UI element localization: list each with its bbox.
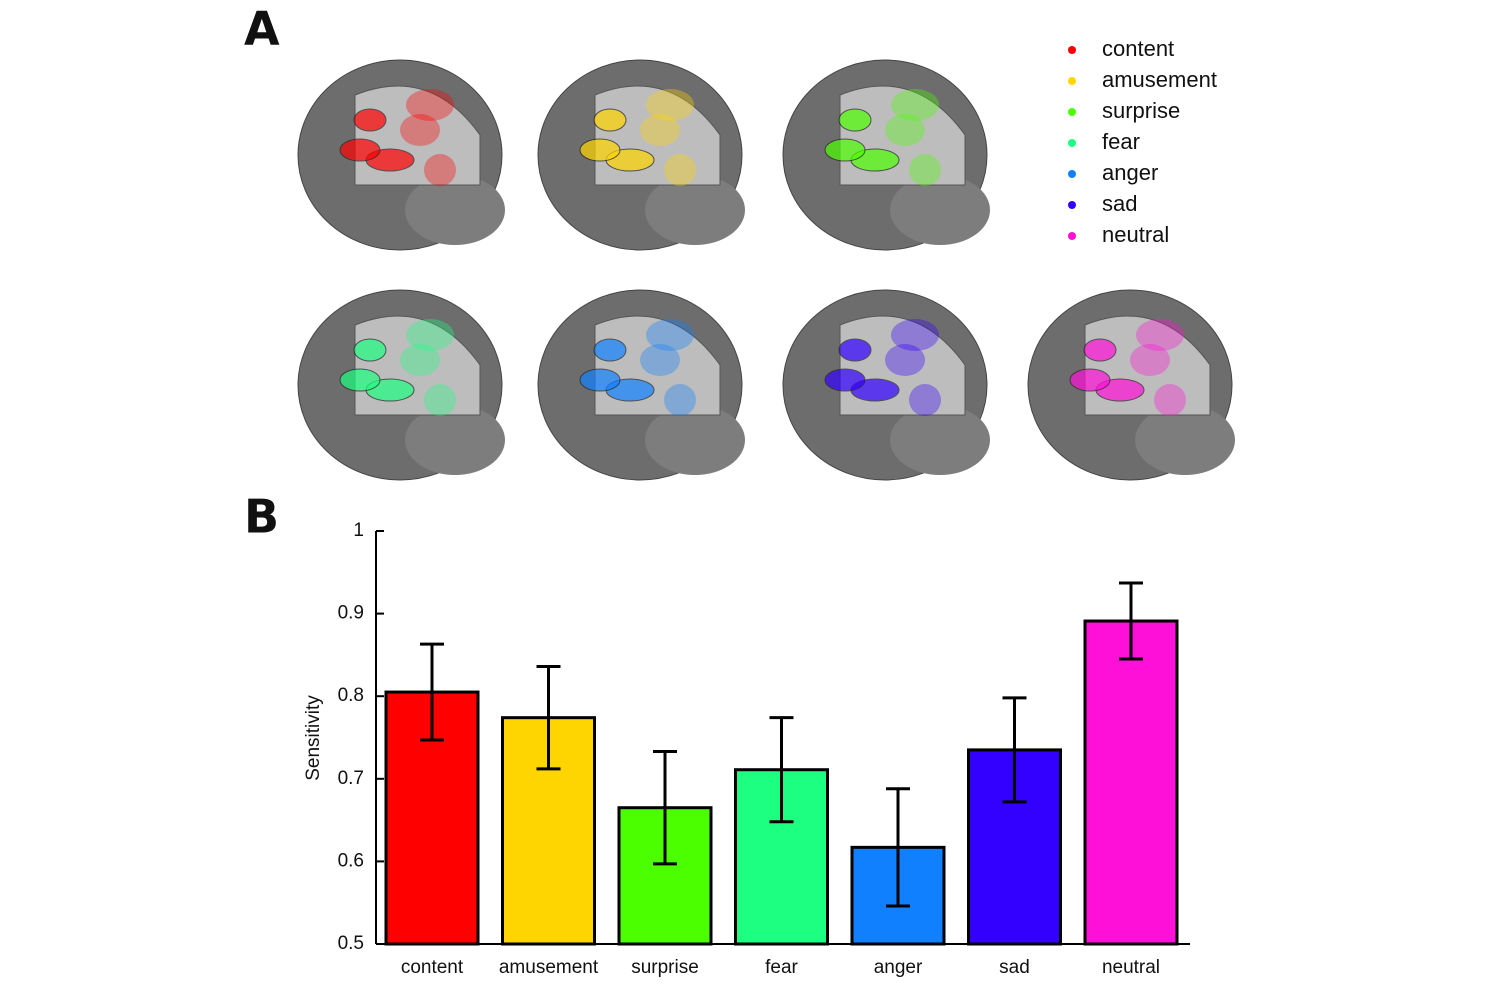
y-tick-label: 0.5 — [338, 933, 364, 954]
activation-blob — [838, 108, 872, 132]
error-bar — [420, 642, 444, 742]
x-tick-label: sad — [999, 957, 1030, 978]
activation-blob — [885, 344, 925, 376]
activation-blob — [1136, 319, 1184, 351]
error-bar — [886, 787, 910, 908]
activation-blob — [339, 138, 381, 162]
activation-blob — [646, 319, 694, 351]
activation-blob — [339, 368, 381, 392]
face — [405, 405, 505, 475]
activation-blob — [664, 384, 696, 416]
panel-label: B — [244, 490, 279, 544]
activation-blob — [353, 338, 387, 362]
bar — [617, 806, 713, 946]
legend-label: fear — [1102, 129, 1140, 154]
brain-render — [1027, 289, 1235, 481]
activation-blob — [406, 89, 454, 121]
x-tick-label: content — [401, 957, 464, 978]
brain-render — [782, 59, 990, 251]
activation-blob — [579, 138, 621, 162]
activation-blob — [664, 154, 696, 186]
activation-blob — [646, 89, 694, 121]
activation-blob — [424, 384, 456, 416]
activation-blob — [909, 384, 941, 416]
face — [890, 175, 990, 245]
face — [645, 405, 745, 475]
activation-blob — [1069, 368, 1111, 392]
activation-blob — [1083, 338, 1117, 362]
activation-blob — [1154, 384, 1186, 416]
legend-marker — [1068, 139, 1076, 147]
activation-blob — [424, 154, 456, 186]
bar — [1083, 619, 1179, 946]
face — [405, 175, 505, 245]
y-axis-label: Sensitivity — [303, 695, 324, 781]
legend-marker — [1068, 46, 1076, 54]
x-tick-label: surprise — [631, 957, 699, 978]
face — [1135, 405, 1235, 475]
face — [890, 405, 990, 475]
brain-render — [297, 59, 505, 251]
y-tick-label: 0.8 — [338, 685, 364, 706]
legend-marker — [1068, 232, 1076, 240]
activation-blob — [640, 114, 680, 146]
brain-render — [537, 59, 745, 251]
error-bar — [1119, 581, 1143, 661]
y-tick-label: 0.6 — [338, 850, 364, 871]
activation-blob — [400, 114, 440, 146]
activation-blob — [824, 138, 866, 162]
brain-render — [537, 289, 745, 481]
error-bar — [653, 750, 677, 866]
y-tick-label: 1 — [353, 520, 364, 541]
x-tick-label: neutral — [1102, 957, 1160, 978]
activation-blob — [891, 89, 939, 121]
legend-label: sad — [1102, 191, 1137, 216]
legend-label: anger — [1102, 160, 1158, 185]
error-bar — [536, 664, 561, 771]
legend-label: content — [1102, 36, 1174, 61]
activation-blob — [824, 368, 866, 392]
brain-render — [297, 289, 505, 481]
x-tick-label: anger — [874, 957, 923, 978]
activation-blob — [579, 368, 621, 392]
activation-blob — [1130, 344, 1170, 376]
activation-blob — [593, 338, 627, 362]
activation-blob — [838, 338, 872, 362]
brain-render — [782, 289, 990, 481]
error-bar — [769, 716, 794, 824]
legend-marker — [1068, 170, 1076, 178]
legend-marker — [1068, 201, 1076, 209]
y-tick-label: 0.9 — [338, 603, 364, 624]
face — [645, 175, 745, 245]
x-tick-label: fear — [765, 957, 798, 978]
error-bar — [1002, 696, 1027, 804]
x-tick-label: amusement — [499, 957, 599, 978]
legend-marker — [1068, 108, 1076, 116]
legend-label: amusement — [1102, 67, 1217, 92]
legend-label: neutral — [1102, 222, 1169, 247]
activation-blob — [640, 344, 680, 376]
activation-blob — [891, 319, 939, 351]
activation-blob — [400, 344, 440, 376]
activation-blob — [885, 114, 925, 146]
activation-blob — [593, 108, 627, 132]
legend-label: surprise — [1102, 98, 1180, 123]
panel-label: A — [244, 2, 280, 56]
y-tick-label: 0.7 — [338, 768, 364, 789]
legend-marker — [1068, 77, 1076, 85]
activation-blob — [353, 108, 387, 132]
activation-blob — [406, 319, 454, 351]
activation-blob — [909, 154, 941, 186]
